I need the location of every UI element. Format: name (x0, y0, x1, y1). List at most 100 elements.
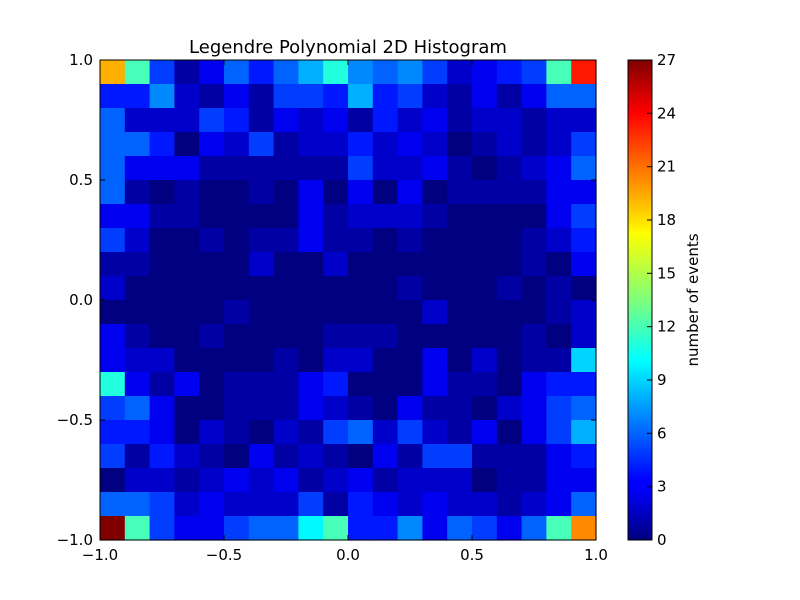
heatmap-cell (174, 84, 200, 109)
heatmap-cell (372, 492, 399, 517)
heatmap-cell (199, 252, 225, 277)
heatmap-cell (273, 444, 299, 469)
heatmap-cell (224, 60, 250, 85)
heatmap-cell (447, 84, 473, 109)
heatmap-cell (372, 180, 399, 205)
heatmap-cell (372, 228, 399, 253)
heatmap-cell (571, 300, 597, 325)
heatmap-cell (397, 420, 423, 445)
heatmap-cell (397, 84, 423, 109)
heatmap-cell (496, 276, 523, 301)
heatmap-cell (323, 204, 349, 229)
heatmap-cell (273, 492, 299, 517)
heatmap-cell (447, 324, 473, 349)
heatmap-cell (174, 276, 200, 301)
x-tick-label: −1.0 (82, 546, 118, 564)
heatmap-cell (149, 468, 175, 493)
heatmap-cell (224, 180, 250, 205)
heatmap-cell (422, 300, 448, 325)
heatmap-cell (248, 180, 275, 205)
heatmap-cell (100, 396, 126, 421)
heatmap-cell (397, 60, 423, 85)
heatmap-cell (472, 300, 498, 325)
heatmap-cell (472, 60, 498, 85)
heatmap-cell (422, 204, 448, 229)
heatmap-cell (100, 156, 126, 181)
heatmap-cell (422, 492, 448, 517)
heatmap-cell (124, 252, 151, 277)
heatmap-cell (348, 84, 374, 109)
heatmap-cell (149, 252, 175, 277)
heatmap-cell (546, 84, 572, 109)
heatmap-cell (149, 228, 175, 253)
heatmap-cell (447, 396, 473, 421)
heatmap-cell (521, 444, 547, 469)
heatmap-cell (224, 324, 250, 349)
heatmap-cell (248, 84, 275, 109)
heatmap-cell (199, 324, 225, 349)
heatmap-cell (174, 300, 200, 325)
heatmap-cell (472, 516, 498, 541)
heatmap-cell (224, 276, 250, 301)
heatmap-cell (496, 252, 523, 277)
x-tick-label: 1.0 (584, 546, 608, 564)
heatmap-cell (447, 420, 473, 445)
chart-title: Legendre Polynomial 2D Histogram (189, 37, 507, 58)
heatmap-cell (248, 396, 275, 421)
heatmap-cell (323, 324, 349, 349)
heatmap-cell (496, 420, 523, 445)
heatmap-cell (472, 324, 498, 349)
colorbar-tick-label: 24 (657, 104, 676, 122)
heatmap-cell (472, 348, 498, 373)
heatmap-cell (472, 372, 498, 397)
heatmap-cells (100, 60, 597, 541)
heatmap-cell (298, 348, 324, 373)
heatmap-cell (422, 444, 448, 469)
heatmap-cell (199, 60, 225, 85)
heatmap-cell (372, 60, 399, 85)
heatmap-cell (546, 420, 572, 445)
heatmap-cell (124, 156, 151, 181)
heatmap-cell (472, 156, 498, 181)
heatmap-cell (496, 204, 523, 229)
heatmap-cell (174, 180, 200, 205)
heatmap-cell (546, 180, 572, 205)
heatmap-cell (546, 276, 572, 301)
heatmap-cell (571, 60, 597, 85)
heatmap-cell (323, 276, 349, 301)
heatmap-cell (149, 204, 175, 229)
heatmap-cell (100, 516, 126, 541)
heatmap-cell (248, 300, 275, 325)
heatmap-cell (273, 516, 299, 541)
heatmap-cell (100, 492, 126, 517)
heatmap-cell (546, 108, 572, 133)
heatmap-cell (571, 468, 597, 493)
colorbar-tick-label: 27 (657, 51, 676, 69)
heatmap-cell (199, 372, 225, 397)
heatmap-cell (149, 60, 175, 85)
heatmap-cell (323, 156, 349, 181)
heatmap-cell (546, 468, 572, 493)
heatmap-cell (273, 84, 299, 109)
heatmap-cell (521, 396, 547, 421)
heatmap-cell (224, 444, 250, 469)
heatmap-cell (100, 324, 126, 349)
heatmap-cell (149, 84, 175, 109)
heatmap-cell (149, 180, 175, 205)
y-tick-label: −0.5 (57, 411, 93, 429)
heatmap-cell (273, 300, 299, 325)
heatmap-cell (100, 84, 126, 109)
heatmap-cell (521, 516, 547, 541)
heatmap-cell (422, 84, 448, 109)
heatmap-cell (323, 228, 349, 253)
heatmap-cell (273, 372, 299, 397)
heatmap-cell (496, 300, 523, 325)
heatmap-cell (248, 420, 275, 445)
heatmap-cell (199, 396, 225, 421)
heatmap-cell (521, 228, 547, 253)
heatmap-cell (422, 516, 448, 541)
heatmap-cell (323, 492, 349, 517)
heatmap-cell (273, 108, 299, 133)
heatmap-cell (174, 396, 200, 421)
heatmap-cell (149, 324, 175, 349)
